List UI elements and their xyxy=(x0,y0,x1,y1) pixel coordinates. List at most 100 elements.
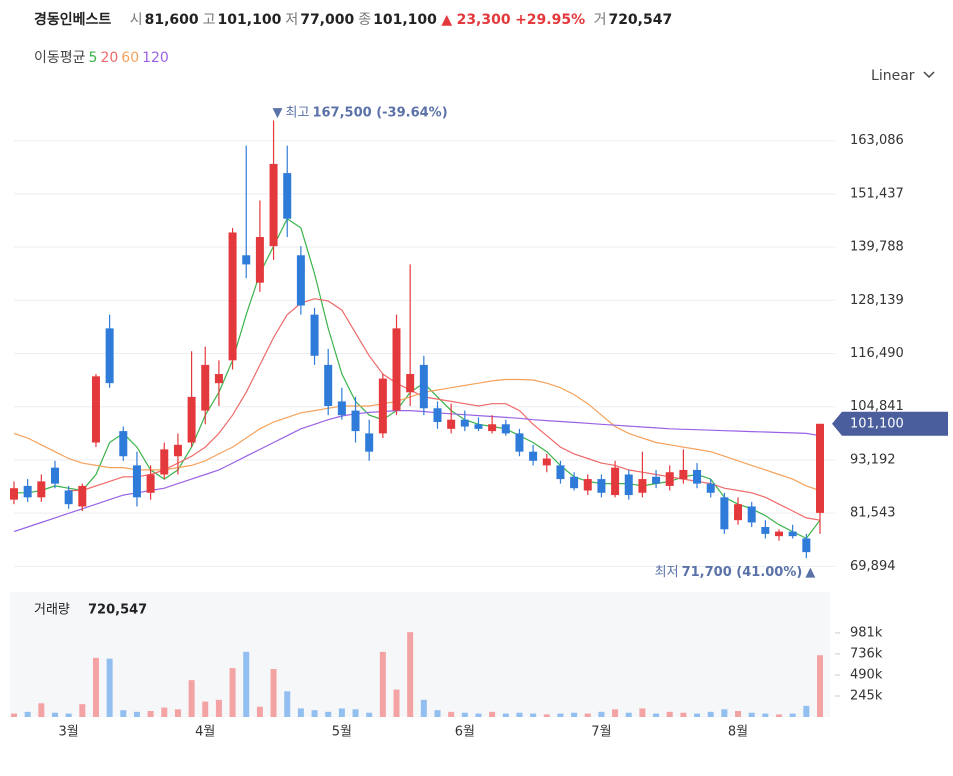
candle-body xyxy=(119,431,128,457)
candle-body xyxy=(611,467,620,496)
ma-legend-item: 60 xyxy=(121,50,140,66)
candle-body xyxy=(10,488,18,500)
volume-bar xyxy=(489,711,496,717)
candle-body xyxy=(501,424,510,434)
volume-bar xyxy=(407,632,414,717)
volume-bar xyxy=(393,689,400,717)
y-tick-label: 93,192 xyxy=(850,452,896,467)
ma-line xyxy=(13,410,821,533)
candle-body xyxy=(337,401,346,416)
volume-bar xyxy=(625,712,632,717)
volume-bar xyxy=(24,711,31,717)
candle-body xyxy=(146,474,155,493)
volume-bar xyxy=(92,657,99,717)
volume-bar xyxy=(120,710,127,717)
change-arrow: ▲ xyxy=(441,12,453,28)
volume-bar xyxy=(202,701,209,717)
y-tick-label: 81,543 xyxy=(850,506,896,521)
high-annotation-marker: ▼ xyxy=(273,105,283,120)
volume-bar xyxy=(776,714,783,717)
volume-tick-label: 245k xyxy=(850,688,883,703)
candle-body xyxy=(816,423,824,513)
volume-bar xyxy=(639,708,646,717)
candle-body xyxy=(160,449,169,475)
volume-bar xyxy=(366,712,373,717)
volume-bar xyxy=(653,713,660,717)
high-annotation-value: 167,500 (-39.64%) xyxy=(312,105,447,120)
price-fields: 시 81,600 고 101,100 저 77,000 종 101,100 xyxy=(126,12,437,28)
ma-legend-item: 5 xyxy=(88,50,98,66)
candle-body xyxy=(488,424,497,432)
field-label: 고 xyxy=(202,12,216,28)
volume-bar xyxy=(379,651,386,717)
field-value: 81,600 xyxy=(144,12,199,28)
y-tick-label: 69,894 xyxy=(850,559,896,574)
candle-body xyxy=(228,232,237,361)
volume-bar xyxy=(311,710,318,717)
volume-bar xyxy=(817,655,823,717)
candle-body xyxy=(474,424,483,429)
volume-bar xyxy=(502,713,509,717)
volume-bar xyxy=(680,712,687,717)
ma-legend: 이동평균 5 20 60 120 xyxy=(34,47,172,67)
y-tick-label: 163,086 xyxy=(850,133,904,148)
volume-bar xyxy=(352,709,359,717)
volume-tick-label: 981k xyxy=(850,625,883,640)
change-pct: +29.95% xyxy=(515,12,586,28)
candle-body xyxy=(378,378,387,434)
ma-line xyxy=(68,298,821,521)
field-value: 77,000 xyxy=(300,12,355,28)
scale-button[interactable]: Linear xyxy=(871,68,935,84)
volume-bar xyxy=(666,711,673,717)
volume-bar xyxy=(584,713,591,717)
ma-title: 이동평균 xyxy=(34,50,86,66)
volume-bar xyxy=(735,710,742,717)
candle-body xyxy=(64,490,73,505)
candle-body xyxy=(529,451,538,461)
x-tick-label: 8월 xyxy=(728,725,748,740)
low-annotation-value: 71,700 (41.00%) xyxy=(682,565,803,580)
candle-body xyxy=(173,444,182,457)
candle-body xyxy=(132,465,141,498)
volume-bar xyxy=(721,709,728,717)
volume-panel xyxy=(10,592,830,717)
high-annotation: ▼ 최고 167,500 (-39.64%) xyxy=(273,105,448,120)
candle-body xyxy=(460,419,469,427)
candle-body xyxy=(283,173,292,219)
y-tick-label: 128,139 xyxy=(850,293,904,308)
candle-body xyxy=(734,504,743,521)
candle-body xyxy=(775,531,784,537)
scale-label: Linear xyxy=(871,68,915,84)
candle-body xyxy=(351,410,360,432)
field-value: 101,100 xyxy=(373,12,437,28)
y-tick-label: 104,841 xyxy=(850,399,904,414)
volume-bar xyxy=(215,699,222,717)
volume-bar xyxy=(420,699,427,717)
candle-body xyxy=(556,465,565,480)
field-label: 저 xyxy=(285,12,299,28)
candle-body xyxy=(91,376,100,443)
candle-body xyxy=(78,485,87,507)
ma-line xyxy=(14,217,821,540)
volume-bar xyxy=(461,712,468,717)
volume-label: 거 xyxy=(593,12,607,28)
candle-body xyxy=(624,474,633,496)
low-annotation-marker: ▲ xyxy=(805,565,815,580)
volume-bar xyxy=(65,713,72,717)
y-tick-label: 139,788 xyxy=(850,240,904,255)
field-label: 시 xyxy=(129,12,143,28)
candle-body xyxy=(214,374,223,384)
chevron xyxy=(923,71,935,79)
volume-bar xyxy=(174,709,181,717)
candle-body xyxy=(296,255,305,306)
volume-bar xyxy=(748,712,755,717)
volume-total: 720,547 xyxy=(88,603,147,618)
candle-body xyxy=(23,485,32,498)
ma-line xyxy=(13,378,821,492)
x-tick-label: 3월 xyxy=(59,725,79,740)
volume-bar xyxy=(557,713,564,717)
candle-body xyxy=(50,467,59,484)
volume-bar xyxy=(284,691,291,717)
candle-body xyxy=(570,476,579,489)
